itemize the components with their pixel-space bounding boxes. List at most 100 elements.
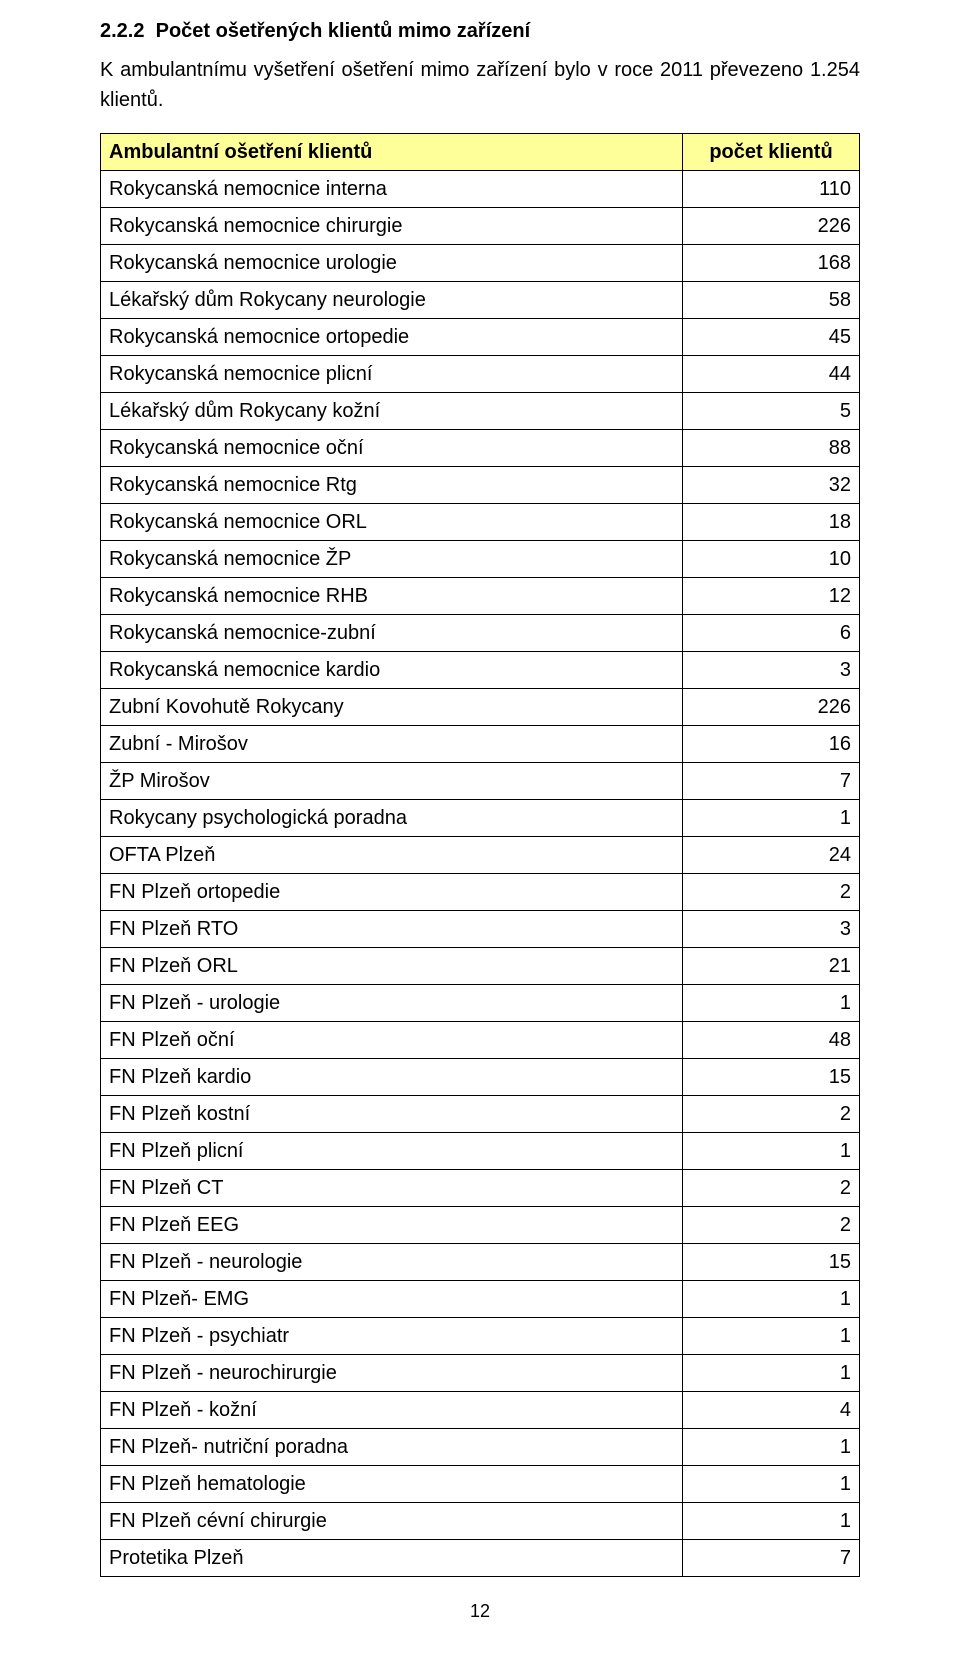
table-row: Zubní - Mirošov16 [101, 726, 860, 763]
row-label: FN Plzeň plicní [101, 1133, 683, 1170]
row-value: 3 [683, 652, 860, 689]
row-value: 32 [683, 467, 860, 504]
table-row: OFTA Plzeň24 [101, 837, 860, 874]
row-label: FN Plzeň kostní [101, 1096, 683, 1133]
row-label: FN Plzeň - neurologie [101, 1244, 683, 1281]
section-heading: 2.2.2 Počet ošetřených klientů mimo zaří… [100, 20, 860, 43]
row-label: Rokycanská nemocnice ŽP [101, 541, 683, 578]
section-number: 2.2.2 [100, 20, 144, 42]
row-label: FN Plzeň oční [101, 1022, 683, 1059]
row-value: 5 [683, 393, 860, 430]
table-row: Rokycanská nemocnice oční88 [101, 430, 860, 467]
row-value: 226 [683, 689, 860, 726]
row-label: Lékařský dům Rokycany neurologie [101, 282, 683, 319]
row-label: Zubní - Mirošov [101, 726, 683, 763]
row-value: 1 [683, 1355, 860, 1392]
row-value: 2 [683, 1096, 860, 1133]
table-row: FN Plzeň- nutriční poradna1 [101, 1429, 860, 1466]
row-label: FN Plzeň - psychiatr [101, 1318, 683, 1355]
row-label: Zubní Kovohutě Rokycany [101, 689, 683, 726]
intro-paragraph: K ambulantnímu vyšetření ošetření mimo z… [100, 55, 860, 115]
row-value: 1 [683, 800, 860, 837]
table-row: Rokycanská nemocnice kardio3 [101, 652, 860, 689]
row-label: Protetika Plzeň [101, 1540, 683, 1577]
row-label: Rokycanská nemocnice plicní [101, 356, 683, 393]
row-label: Rokycanská nemocnice oční [101, 430, 683, 467]
row-label: FN Plzeň CT [101, 1170, 683, 1207]
row-label: FN Plzeň EEG [101, 1207, 683, 1244]
row-label: FN Plzeň- EMG [101, 1281, 683, 1318]
row-value: 48 [683, 1022, 860, 1059]
row-label: FN Plzeň - neurochirurgie [101, 1355, 683, 1392]
row-value: 12 [683, 578, 860, 615]
row-value: 2 [683, 1170, 860, 1207]
row-value: 10 [683, 541, 860, 578]
row-value: 24 [683, 837, 860, 874]
row-label: Rokycanská nemocnice RHB [101, 578, 683, 615]
row-value: 15 [683, 1244, 860, 1281]
row-value: 7 [683, 763, 860, 800]
table-row: Rokycanská nemocnice plicní44 [101, 356, 860, 393]
row-value: 21 [683, 948, 860, 985]
table-row: Rokycanská nemocnice chirurgie226 [101, 208, 860, 245]
table-header-count: počet klientů [683, 134, 860, 171]
row-label: Rokycanská nemocnice-zubní [101, 615, 683, 652]
row-value: 15 [683, 1059, 860, 1096]
row-value: 1 [683, 1133, 860, 1170]
row-label: FN Plzeň RTO [101, 911, 683, 948]
row-label: Rokycanská nemocnice kardio [101, 652, 683, 689]
table-row: FN Plzeň CT2 [101, 1170, 860, 1207]
row-label: ŽP Mirošov [101, 763, 683, 800]
row-value: 1 [683, 1281, 860, 1318]
table-row: FN Plzeň plicní1 [101, 1133, 860, 1170]
row-label: FN Plzeň ortopedie [101, 874, 683, 911]
row-value: 45 [683, 319, 860, 356]
row-label: FN Plzeň kardio [101, 1059, 683, 1096]
row-label: Rokycany psychologická poradna [101, 800, 683, 837]
row-value: 88 [683, 430, 860, 467]
table-row: Rokycanská nemocnice-zubní6 [101, 615, 860, 652]
row-value: 1 [683, 1318, 860, 1355]
page: 2.2.2 Počet ošetřených klientů mimo zaří… [0, 0, 960, 1662]
row-label: Rokycanská nemocnice ortopedie [101, 319, 683, 356]
table-row: Zubní Kovohutě Rokycany226 [101, 689, 860, 726]
row-value: 1 [683, 1466, 860, 1503]
table-row: FN Plzeň kostní2 [101, 1096, 860, 1133]
row-value: 44 [683, 356, 860, 393]
row-value: 1 [683, 985, 860, 1022]
table-row: FN Plzeň - urologie1 [101, 985, 860, 1022]
row-label: FN Plzeň - kožní [101, 1392, 683, 1429]
table-header-row: Ambulantní ošetření klientů počet klient… [101, 134, 860, 171]
table-row: Rokycanská nemocnice RHB12 [101, 578, 860, 615]
row-value: 2 [683, 1207, 860, 1244]
row-label: FN Plzeň - urologie [101, 985, 683, 1022]
table-row: Protetika Plzeň7 [101, 1540, 860, 1577]
table-row: FN Plzeň - kožní4 [101, 1392, 860, 1429]
row-value: 16 [683, 726, 860, 763]
row-label: Rokycanská nemocnice ORL [101, 504, 683, 541]
row-value: 4 [683, 1392, 860, 1429]
row-value: 3 [683, 911, 860, 948]
table-row: FN Plzeň- EMG1 [101, 1281, 860, 1318]
table-row: Rokycanská nemocnice urologie168 [101, 245, 860, 282]
table-row: Lékařský dům Rokycany neurologie58 [101, 282, 860, 319]
table-row: FN Plzeň ortopedie2 [101, 874, 860, 911]
row-value: 168 [683, 245, 860, 282]
row-value: 1 [683, 1503, 860, 1540]
table-row: FN Plzeň oční48 [101, 1022, 860, 1059]
table-row: FN Plzeň EEG2 [101, 1207, 860, 1244]
row-value: 1 [683, 1429, 860, 1466]
row-label: FN Plzeň- nutriční poradna [101, 1429, 683, 1466]
table-row: FN Plzeň kardio15 [101, 1059, 860, 1096]
row-value: 58 [683, 282, 860, 319]
row-value: 7 [683, 1540, 860, 1577]
table-row: FN Plzeň cévní chirurgie1 [101, 1503, 860, 1540]
table-header-label: Ambulantní ošetření klientů [101, 134, 683, 171]
section-title: Počet ošetřených klientů mimo zařízení [156, 20, 531, 42]
row-value: 226 [683, 208, 860, 245]
table-row: Rokycanská nemocnice Rtg32 [101, 467, 860, 504]
table-row: ŽP Mirošov7 [101, 763, 860, 800]
row-label: OFTA Plzeň [101, 837, 683, 874]
row-label: Rokycanská nemocnice urologie [101, 245, 683, 282]
table-row: FN Plzeň - neurologie15 [101, 1244, 860, 1281]
